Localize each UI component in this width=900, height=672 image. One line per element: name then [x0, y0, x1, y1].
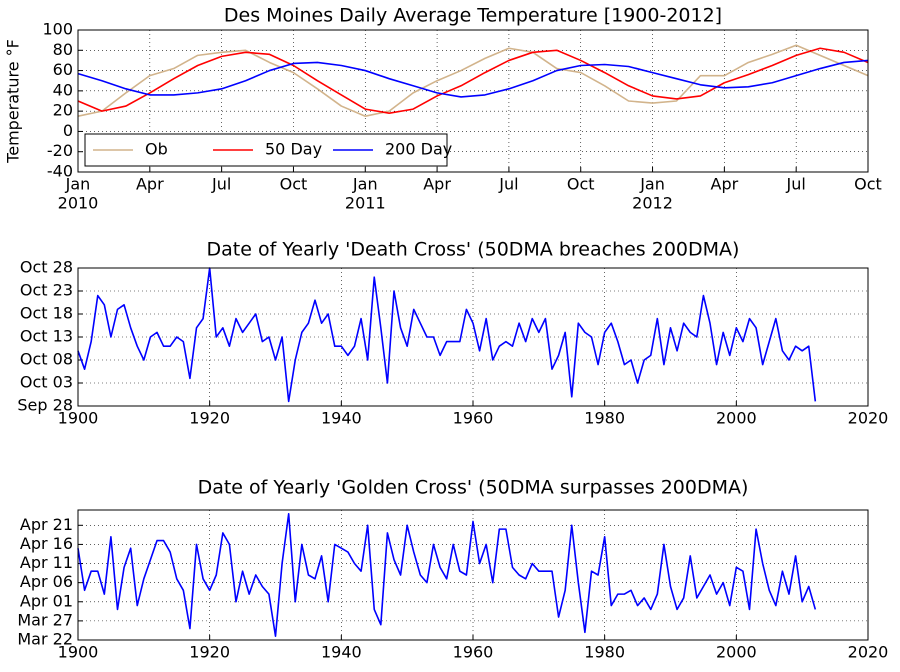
x-tick-label: Jul: [498, 175, 518, 194]
plot-frame: [77, 29, 869, 173]
x-tick-label: 1980: [584, 409, 625, 428]
chart-title: Date of Yearly 'Golden Cross' (50DMA sur…: [198, 477, 749, 499]
plot-frame: [77, 509, 869, 641]
x-tick-label: 1940: [321, 409, 362, 428]
legend-label: 50 Day: [265, 140, 322, 159]
y-tick-label: 80: [53, 40, 73, 59]
y-tick-label: Sep 28: [17, 396, 73, 415]
y-tick-label: Oct 28: [20, 258, 73, 277]
plot-frame: [77, 267, 869, 407]
y-tick-label: Apr 16: [20, 534, 73, 553]
x-tick-label: Jan: [352, 175, 378, 194]
y-tick-label: -20: [47, 141, 73, 160]
y-tick-label: 40: [53, 80, 73, 99]
y-tick-label: -40: [47, 162, 73, 181]
legend-box: [84, 133, 448, 167]
x-tick-label: 1960: [453, 409, 494, 428]
chart-title: Date of Yearly 'Death Cross' (50DMA brea…: [207, 239, 740, 261]
x-tick-label: Jul: [786, 175, 806, 194]
series-line: [77, 47, 869, 114]
x-tick-label: 2020: [848, 409, 889, 428]
series-line: [77, 59, 869, 98]
y-tick-label: Apr 01: [20, 591, 73, 610]
y-tick-label: Oct 18: [20, 304, 73, 323]
x-tick-label: Jan: [639, 175, 665, 194]
x-tick-label: 1920: [189, 643, 230, 662]
x-tick-label: 1920: [189, 409, 230, 428]
x-tick-label: Apr: [136, 175, 164, 194]
x-tick-year-label: 2011: [345, 194, 386, 213]
x-tick-label: Oct: [854, 175, 882, 194]
x-tick-label: Jul: [211, 175, 231, 194]
x-tick-label: 1900: [58, 643, 99, 662]
y-tick-label: 0: [63, 121, 73, 140]
series-line: [77, 267, 817, 403]
y-tick-label: Mar 27: [17, 610, 73, 629]
x-tick-label: 2000: [716, 409, 757, 428]
y-tick-label: Apr 11: [20, 553, 73, 572]
y-tick-label: Oct 03: [20, 373, 73, 392]
x-tick-label: 1980: [584, 643, 625, 662]
chart-title: Des Moines Daily Average Temperature [19…: [224, 5, 722, 27]
x-tick-label: 1900: [58, 409, 99, 428]
legend-label: Ob: [145, 140, 168, 159]
series-line: [77, 44, 869, 118]
x-tick-label: Apr: [423, 175, 451, 194]
y-tick-label: Apr 06: [20, 572, 73, 591]
x-tick-label: 2000: [716, 643, 757, 662]
y-tick-label: Oct 08: [20, 350, 73, 369]
y-tick-label: 60: [53, 60, 73, 79]
legend-label: 200 Day: [385, 140, 452, 159]
y-tick-label: Mar 22: [17, 630, 73, 649]
x-tick-label: 1940: [321, 643, 362, 662]
y-tick-label: 100: [42, 20, 73, 39]
y-tick-label: Oct 23: [20, 281, 73, 300]
y-tick-label: Oct 13: [20, 327, 73, 346]
x-tick-year-label: 2012: [632, 194, 673, 213]
x-tick-label: Apr: [711, 175, 739, 194]
y-tick-label: 20: [53, 101, 73, 120]
x-tick-year-label: 2010: [58, 194, 99, 213]
x-tick-label: Oct: [280, 175, 308, 194]
x-tick-label: 2020: [848, 643, 889, 662]
y-tick-label: Apr 21: [20, 515, 73, 534]
series-line: [77, 513, 817, 637]
x-tick-label: 1960: [453, 643, 494, 662]
x-tick-label: Jan: [65, 175, 91, 194]
x-tick-label: Oct: [567, 175, 595, 194]
y-axis-label: Temperature °F: [4, 39, 23, 164]
